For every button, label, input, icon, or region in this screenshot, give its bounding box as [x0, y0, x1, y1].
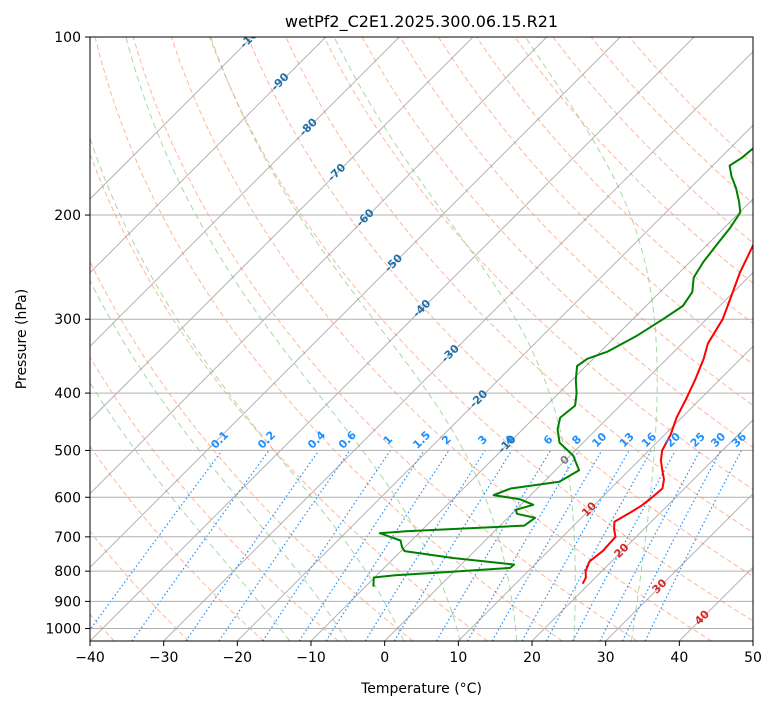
dry-adiabat-line	[209, 37, 753, 622]
isotherm-line	[236, 124, 753, 641]
x-tick-label: −20	[223, 650, 253, 666]
pressure-gridlines	[90, 37, 753, 629]
y-tick-label: 100	[54, 30, 81, 46]
dry-adiabat-line	[90, 530, 190, 641]
moist-adiabat-line	[90, 381, 291, 641]
x-axis-title: Temperature (°C)	[360, 681, 482, 697]
y-tick-label: 300	[54, 312, 81, 328]
mixing-ratio-line	[90, 450, 223, 631]
plot-frame	[89, 36, 754, 642]
moist-adiabat-line	[210, 37, 518, 641]
y-tick-label: 600	[54, 490, 81, 506]
x-tick-label: 30	[597, 650, 615, 666]
x-tick-label: 40	[670, 650, 688, 666]
isotherm-line	[457, 345, 753, 641]
mixing-ratio-line	[298, 450, 425, 641]
y-axis: 100 200 300 400 500 600 700 800 900 1000	[45, 30, 90, 637]
temperature-profile-line	[581, 243, 753, 585]
dewpoint-profile-line	[372, 147, 753, 587]
isotherm-line	[531, 419, 753, 641]
dry-adiabat-line	[399, 37, 753, 407]
moist-adiabat-line	[90, 136, 405, 641]
chart-title: wetPf2_C2E1.2025.300.06.15.R21	[285, 12, 558, 32]
mixing-ratio-line	[262, 450, 391, 641]
x-tick-label: 20	[523, 650, 541, 666]
y-tick-label: 700	[54, 530, 81, 546]
dry-adiabat-line	[323, 37, 753, 491]
y-tick-label: 1000	[45, 621, 81, 637]
mixing-ratio-line	[644, 450, 743, 641]
y-axis-title: Pressure (hPa)	[14, 289, 30, 389]
mixing-ratio-line	[185, 450, 320, 641]
y-tick-label: 500	[54, 443, 81, 459]
moist-adiabat-line	[524, 37, 658, 641]
mixing-ratio-line	[621, 450, 722, 641]
dry-adiabats	[90, 37, 753, 641]
mixing-ratio-line	[393, 450, 513, 641]
isotherm-line	[605, 492, 753, 641]
y-tick-label: 800	[54, 564, 81, 580]
x-tick-label: 50	[744, 650, 762, 666]
isotherm-line	[90, 37, 327, 274]
x-tick-label: 10	[449, 650, 467, 666]
y-tick-label: 200	[54, 208, 81, 224]
dry-adiabat-line	[94, 37, 563, 641]
dry-adiabat-line	[170, 37, 712, 641]
mixing-ratio-line	[325, 450, 450, 641]
y-tick-label: 400	[54, 386, 81, 402]
y-tick-label: 900	[54, 594, 81, 610]
mixing-ratio-line	[521, 450, 630, 641]
mixing-ratio-line	[572, 450, 677, 641]
isotherm-line	[90, 37, 400, 348]
isotherm-line	[310, 198, 753, 641]
isotherm-line	[384, 271, 753, 641]
mixing-ratio-lines	[90, 450, 743, 641]
dry-adiabat-line	[90, 445, 264, 641]
isotherm-line	[90, 37, 474, 421]
profile-lines	[372, 147, 753, 587]
moist-adiabat-line	[125, 37, 461, 641]
plot-area: -100-90-80-70-60-50-40-30-20-10010203040…	[90, 37, 753, 641]
isotherm-line	[90, 37, 253, 200]
dry-adiabat-line	[514, 37, 753, 284]
x-tick-label: −30	[149, 650, 179, 666]
dry-adiabat-line	[247, 37, 753, 577]
isotherm-line	[90, 37, 695, 641]
x-tick-label: −40	[75, 650, 105, 666]
mixing-ratio-line	[218, 450, 351, 641]
dry-adiabat-line	[90, 152, 488, 641]
dry-adiabat-line	[90, 356, 339, 641]
isotherm-line	[90, 37, 621, 569]
isotherm-line	[90, 37, 548, 495]
x-tick-label: 0	[380, 650, 389, 666]
x-tick-label: −10	[296, 650, 326, 666]
x-axis: −40 −30 −20 −10 0 10 20 30 40 50	[75, 641, 762, 666]
dry-adiabat-line	[437, 37, 753, 365]
dry-adiabat-line	[132, 37, 638, 641]
isotherm-line	[163, 50, 753, 641]
isotherms	[90, 37, 753, 641]
